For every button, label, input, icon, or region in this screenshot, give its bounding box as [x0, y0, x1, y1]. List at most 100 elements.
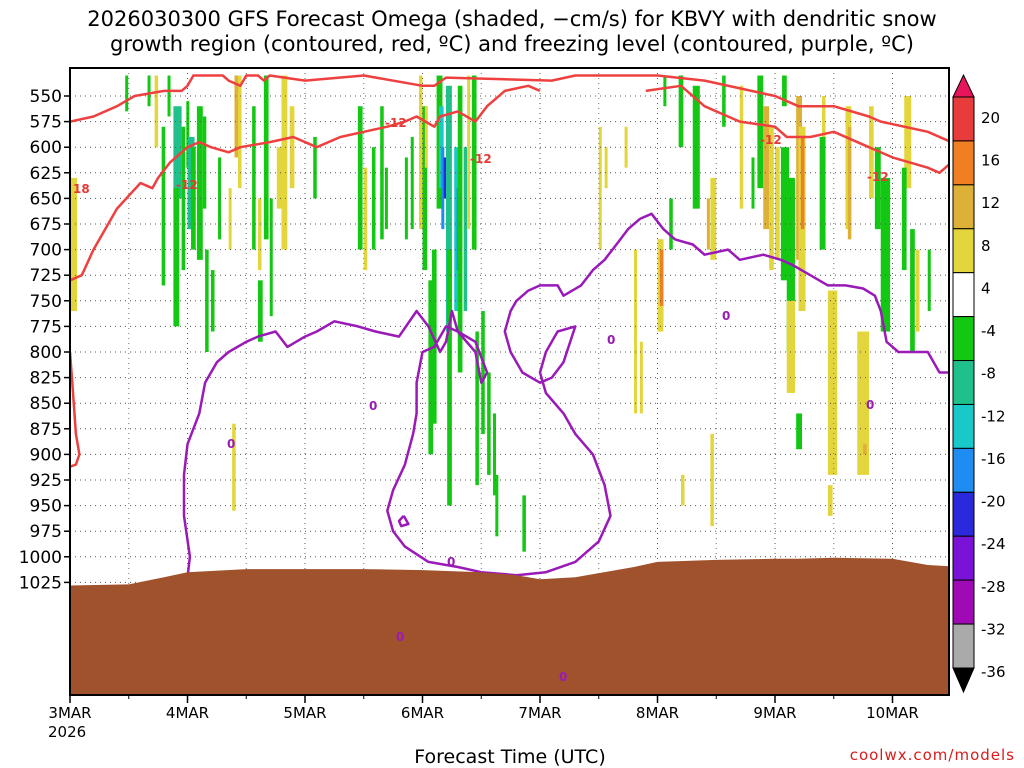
omega-shade-cell — [710, 433, 714, 527]
omega-shade-cell — [775, 147, 780, 260]
colorbar-tick-label: 8 — [981, 237, 991, 255]
omega-shade-cell — [363, 167, 368, 271]
omega-shade-cell — [410, 136, 414, 230]
colorbar-swatch — [952, 184, 975, 230]
dendritic-contour-surface — [70, 351, 81, 468]
omega-shade-cell — [467, 75, 471, 230]
colorbar-tick-label: 16 — [981, 152, 1000, 170]
y-tick-label: 675 — [30, 215, 62, 235]
x-tick-label: 4MAR — [166, 704, 209, 722]
y-tick-label: 975 — [30, 522, 62, 542]
omega-shade-cell — [739, 85, 744, 209]
omega-shade-cell — [384, 167, 388, 230]
omega-shade-cell — [522, 495, 526, 552]
x-axis-year: 2026 — [48, 723, 86, 741]
omega-shade-cell — [404, 157, 408, 240]
omega-shade-cell — [495, 474, 499, 537]
terrain-surface — [70, 557, 949, 695]
y-tick-label: 575 — [30, 113, 62, 133]
omega-shade-cell — [186, 101, 190, 168]
omega-shade-cell — [161, 126, 166, 286]
colorbar-tick-label: -16 — [981, 450, 1006, 468]
colorbar-tick-label: -24 — [981, 535, 1006, 553]
omega-shade-cell — [371, 147, 376, 250]
omega-shade-cell — [289, 106, 295, 189]
omega-shade-cell — [191, 147, 196, 250]
omega-shade-cell — [443, 157, 447, 199]
dendritic-contour-upper — [70, 74, 949, 143]
omega-shade-cell — [800, 136, 805, 230]
colorbar-max-arrow — [952, 73, 975, 98]
x-tick-label: 7MAR — [518, 704, 561, 722]
y-tick-label: 700 — [30, 241, 62, 261]
omega-shade-cell — [604, 147, 608, 189]
omega-shade-cell — [757, 75, 764, 189]
x-tick-label: 10MAR — [866, 704, 919, 722]
omega-shade-cell — [598, 126, 602, 250]
y-tick-label: 775 — [30, 317, 62, 337]
contour-label-red: -12 — [470, 152, 492, 166]
x-tick-label: 5MAR — [283, 704, 326, 722]
omega-shade-cell — [827, 485, 833, 516]
y-tick-label: 900 — [30, 445, 62, 465]
contour-label-purple: 0 — [722, 309, 730, 323]
freezing-contour-labels: 0 0 0 0 0 0 0 0 — [227, 309, 874, 684]
omega-shade-cell — [167, 75, 171, 117]
contour-lines — [70, 74, 949, 578]
omega-shade-cell — [252, 106, 256, 250]
contour-label-red: -12 — [176, 178, 198, 192]
contour-label-purple: 0 — [369, 399, 377, 413]
omega-shade-cell — [447, 249, 452, 506]
omega-shade-cell — [446, 85, 452, 332]
omega-shade-cell — [827, 290, 838, 475]
contour-label-purple: 0 — [227, 437, 235, 451]
omega-shade-cell — [218, 157, 222, 240]
omega-shade-cell — [263, 75, 269, 240]
omega-shade-cell — [822, 96, 826, 168]
omega-shade-cell — [357, 106, 363, 250]
colorbar-swatch — [952, 535, 975, 581]
omega-shade-cell — [916, 249, 920, 332]
x-tick-label: 9MAR — [753, 704, 796, 722]
credit-text: coolwx.com/models — [850, 746, 1015, 764]
colorbar-swatch — [952, 316, 975, 362]
omega-shade-cell — [927, 249, 931, 312]
colorbar-tick-label: -36 — [981, 663, 1006, 681]
omega-shade-cell — [463, 147, 468, 312]
omega-shade-cell — [710, 177, 717, 260]
omega-shade-cell — [874, 147, 881, 230]
omega-shade-cell — [706, 198, 710, 250]
y-tick-label: 875 — [30, 420, 62, 440]
contour-label-red: -12 — [760, 133, 782, 147]
omega-shade-cell — [880, 177, 891, 332]
y-tick-label: 1000 — [19, 548, 62, 568]
omega-shade-cell — [205, 249, 209, 352]
omega-shade-cell — [769, 126, 774, 271]
x-axis: 3MAR 4MAR 5MAR 6MAR 7MAR 8MAR 9MAR 10MAR — [48, 695, 919, 722]
omega-shade-cell — [692, 85, 700, 209]
plot-frame — [69, 67, 950, 696]
omega-shade-cell — [659, 249, 664, 306]
contour-label-purple: 0 — [559, 670, 567, 684]
omega-shade-cell — [313, 136, 317, 199]
omega-shade-cell — [471, 75, 477, 250]
colorbar-tick-label: -12 — [981, 407, 1006, 425]
dendritic-contour-lower — [70, 84, 541, 282]
omega-shade-cell — [154, 75, 159, 148]
omega-shade-cell — [380, 106, 384, 240]
x-tick-label: 3MAR — [48, 704, 91, 722]
colorbar-swatch — [952, 228, 975, 274]
colorbar-swatch — [952, 360, 975, 405]
omega-shade-cell — [232, 423, 236, 511]
colorbar-swatch — [952, 272, 975, 318]
colorbar-tick-label: -28 — [981, 578, 1006, 596]
omega-shade-cell — [910, 229, 915, 352]
omega-shade-cell — [722, 75, 726, 127]
colorbar-swatch — [952, 447, 975, 493]
colorbar-tick-label: 20 — [981, 109, 1000, 127]
colorbar: 20 16 12 8 4 -4 -8 -12 -16 -20 -24 -28 -32 -36 — [952, 73, 1006, 694]
omega-shade-cell — [639, 341, 643, 414]
omega-shade-cell — [901, 167, 907, 271]
omega-shade-cell — [422, 106, 428, 271]
omega-shade-cell — [428, 280, 434, 455]
